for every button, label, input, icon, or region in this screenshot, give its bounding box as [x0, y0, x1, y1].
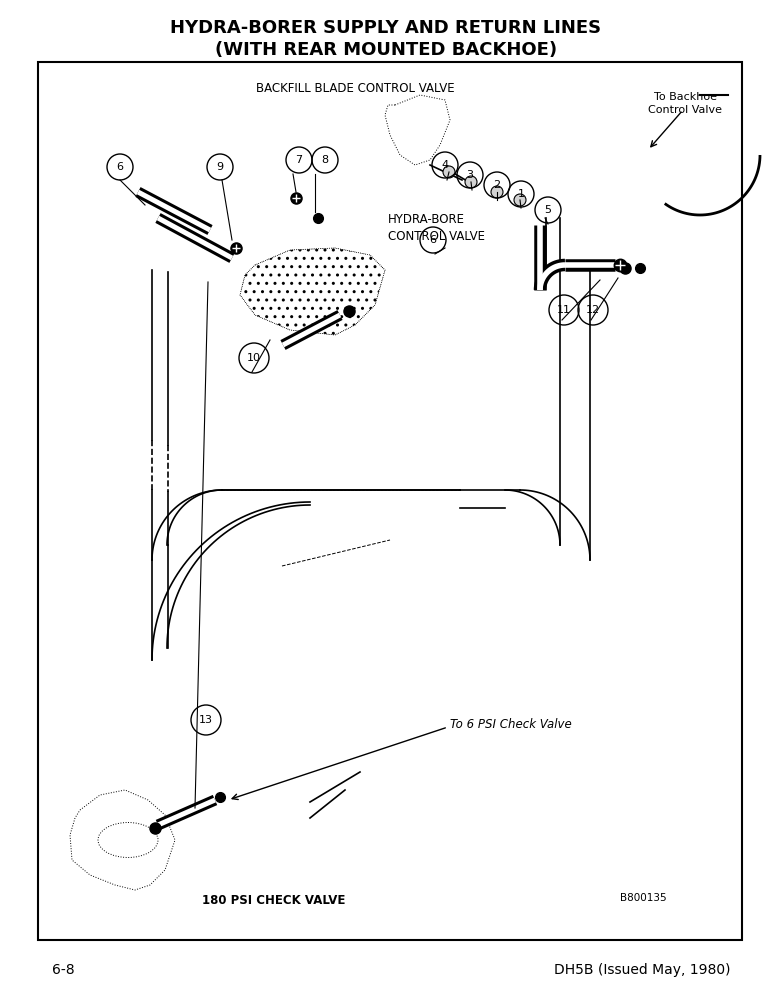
Text: HYDRA-BORE
CONTROL VALVE: HYDRA-BORE CONTROL VALVE — [388, 213, 485, 243]
Text: DH5B (Issued May, 1980): DH5B (Issued May, 1980) — [554, 963, 730, 977]
Text: 1: 1 — [517, 189, 524, 199]
Text: 6: 6 — [117, 162, 124, 172]
Text: 8: 8 — [321, 155, 329, 165]
Text: 5: 5 — [544, 205, 551, 215]
Text: 9: 9 — [216, 162, 224, 172]
Text: 2: 2 — [493, 180, 500, 190]
Text: (WITH REAR MOUNTED BACKHOE): (WITH REAR MOUNTED BACKHOE) — [215, 41, 557, 59]
Text: 10: 10 — [247, 353, 261, 363]
Text: B800135: B800135 — [620, 893, 667, 903]
Text: To 6 PSI Check Valve: To 6 PSI Check Valve — [450, 718, 572, 732]
Text: 12: 12 — [586, 305, 600, 315]
Text: 6: 6 — [429, 235, 436, 245]
Text: 180 PSI CHECK VALVE: 180 PSI CHECK VALVE — [202, 894, 345, 906]
Circle shape — [443, 166, 455, 178]
Circle shape — [491, 186, 503, 198]
Text: HYDRA-BORER SUPPLY AND RETURN LINES: HYDRA-BORER SUPPLY AND RETURN LINES — [171, 19, 601, 37]
Bar — [38, 62, 742, 940]
Circle shape — [514, 194, 526, 206]
Text: 4: 4 — [442, 160, 449, 170]
Text: To Backhoe
Control Valve: To Backhoe Control Valve — [648, 92, 722, 115]
Text: BACKFILL BLADE CONTROL VALVE: BACKFILL BLADE CONTROL VALVE — [256, 82, 454, 95]
Circle shape — [465, 176, 477, 188]
Text: 6-8: 6-8 — [52, 963, 75, 977]
Text: 3: 3 — [466, 170, 473, 180]
Text: 13: 13 — [199, 715, 213, 725]
Text: 11: 11 — [557, 305, 571, 315]
Text: 7: 7 — [296, 155, 303, 165]
